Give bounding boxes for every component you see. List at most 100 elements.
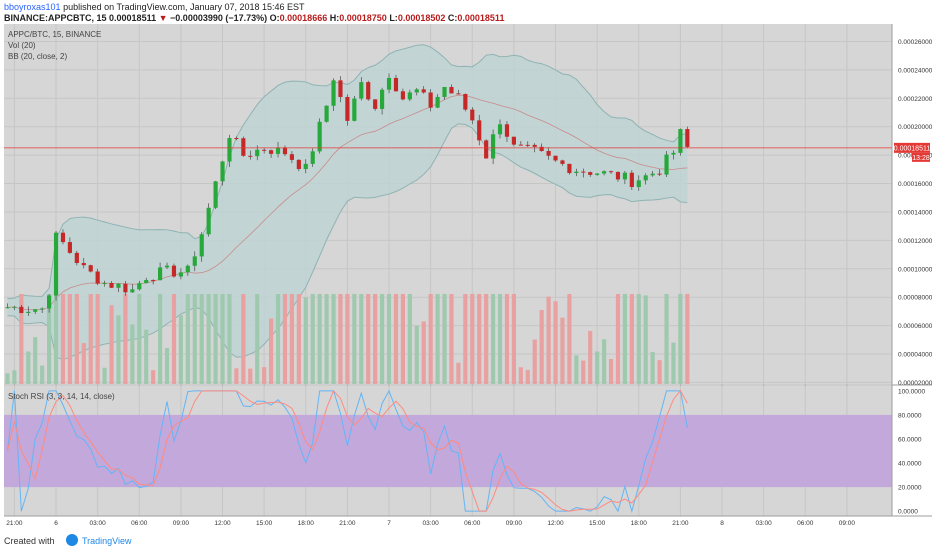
candle-body [511, 136, 516, 145]
price-tick-label: 0.00008000 [898, 295, 932, 302]
time-tick-label: 09:00 [173, 520, 190, 527]
candle-body [248, 155, 253, 157]
candle-body [88, 265, 93, 272]
open-label: O: [269, 13, 280, 23]
legend-symbol: APPC/BTC, 15, BINANCE [8, 30, 101, 39]
volume-bar [262, 367, 267, 384]
volume-bar [158, 294, 163, 384]
volume-bar [400, 294, 405, 384]
candle-body [185, 265, 190, 273]
price-tick-label: 0.00002000 [898, 380, 932, 387]
candle-body [275, 147, 281, 154]
candle-body [622, 172, 627, 180]
volume-bar [518, 367, 523, 384]
candle-body [650, 173, 655, 176]
volume-bar [456, 362, 461, 384]
candle-body [407, 92, 412, 100]
volume-bar [664, 294, 669, 384]
volume-bar [310, 294, 315, 384]
candle-body [602, 171, 607, 174]
candle-body [296, 159, 301, 170]
candle-body [262, 149, 267, 151]
time-tick-label: 6 [54, 520, 58, 527]
candle-body [345, 96, 350, 121]
volume-bar [380, 294, 385, 384]
time-tick-label: 09:00 [839, 520, 856, 527]
last-price-tag-bg [894, 142, 930, 153]
candle-body [130, 289, 135, 293]
candle-body [116, 283, 121, 288]
candle-body [581, 171, 586, 173]
last-price-tag-label: 0.00018511 [894, 145, 931, 152]
last-price-tag: 0.00018511 13:28 [894, 142, 931, 162]
volume-bar [227, 294, 232, 384]
volume-bar [40, 365, 45, 384]
volume-bar [67, 294, 72, 384]
volume-bar [324, 294, 329, 384]
price-tick-label: 0.00026000 [898, 39, 932, 46]
legend-stoch-rsi[interactable]: Stoch RSI (3, 3, 14, 14, close) [8, 392, 115, 401]
time-axis[interactable]: 21:00 6 03:00 06:00 09:00 12:00 15:00 18:00 21:0… [6, 520, 855, 527]
stoch-d-line [6, 389, 688, 512]
volume-bar [546, 296, 551, 384]
candle-body [289, 154, 294, 160]
created-with-label: Created with [4, 536, 55, 546]
volume-bar [123, 294, 128, 384]
candle-body [171, 265, 177, 277]
volume-bar [53, 294, 59, 384]
volume-bar [588, 330, 593, 384]
volume-bar [602, 339, 607, 384]
time-tick-label: 03:00 [90, 520, 107, 527]
time-tick-label: 06:00 [464, 520, 481, 527]
volume-bars [5, 294, 690, 384]
volume-bar [26, 351, 31, 384]
candle-body [144, 280, 149, 284]
candle-body [532, 144, 537, 147]
time-tick-label: 06:00 [131, 520, 148, 527]
tradingview-link[interactable]: TradingView [82, 536, 132, 546]
volume-bar [373, 294, 378, 384]
change-arrow-icon: ▼ [158, 13, 168, 23]
candle-body [491, 134, 496, 159]
price-axis[interactable]: 0.00026000 0.00024000 0.00022000 0.00020000… [898, 39, 932, 387]
time-tick-label: 15:00 [256, 520, 273, 527]
volume-bar [553, 301, 558, 384]
legend-bollinger[interactable]: BB (20, close, 2) [8, 52, 67, 61]
candle-body [553, 155, 558, 161]
username-link[interactable]: bboyroxas101 [4, 2, 61, 12]
time-tick-label: 12:00 [214, 520, 231, 527]
candle-body [657, 173, 662, 175]
candle-body [151, 280, 156, 282]
published-text: published on TradingView.com, January 07… [63, 2, 305, 12]
candle-body [588, 172, 593, 175]
candle-body [629, 172, 634, 188]
volume-bar [491, 294, 496, 384]
volume-bar [386, 294, 392, 384]
volume-bar [47, 294, 52, 384]
legend-volume[interactable]: Vol (20) [8, 41, 36, 50]
volume-bar [317, 294, 322, 384]
candle-body [206, 207, 211, 235]
volume-bar [407, 294, 412, 384]
candle-body [220, 161, 225, 182]
chart-canvas[interactable]: 0.00026000 0.00024000 0.00022000 0.00020000… [0, 24, 932, 531]
candle-body [282, 147, 288, 155]
candle-body [234, 138, 239, 140]
volume-bar [352, 294, 357, 384]
volume-bar [178, 315, 183, 384]
price-tick-label: 0.00004000 [898, 352, 932, 359]
volume-bar [33, 337, 38, 384]
volume-bar [581, 360, 586, 384]
candle-body [53, 232, 59, 296]
volume-bar [144, 329, 149, 384]
candle-body [241, 138, 246, 156]
countdown-tag-label: 13:28 [912, 155, 930, 162]
candle-body [269, 150, 274, 154]
stoch-axis[interactable]: 100.0000 80.0000 60.0000 40.0000 20.0000 0.00… [898, 388, 925, 515]
volume-bar [289, 294, 294, 384]
volume-bar [185, 294, 190, 384]
volume-bar [622, 294, 627, 384]
change-value: −0.00003990 (−17.73%) [170, 13, 268, 23]
volume-bar [525, 369, 530, 384]
tradingview-logo-icon[interactable] [66, 534, 78, 546]
